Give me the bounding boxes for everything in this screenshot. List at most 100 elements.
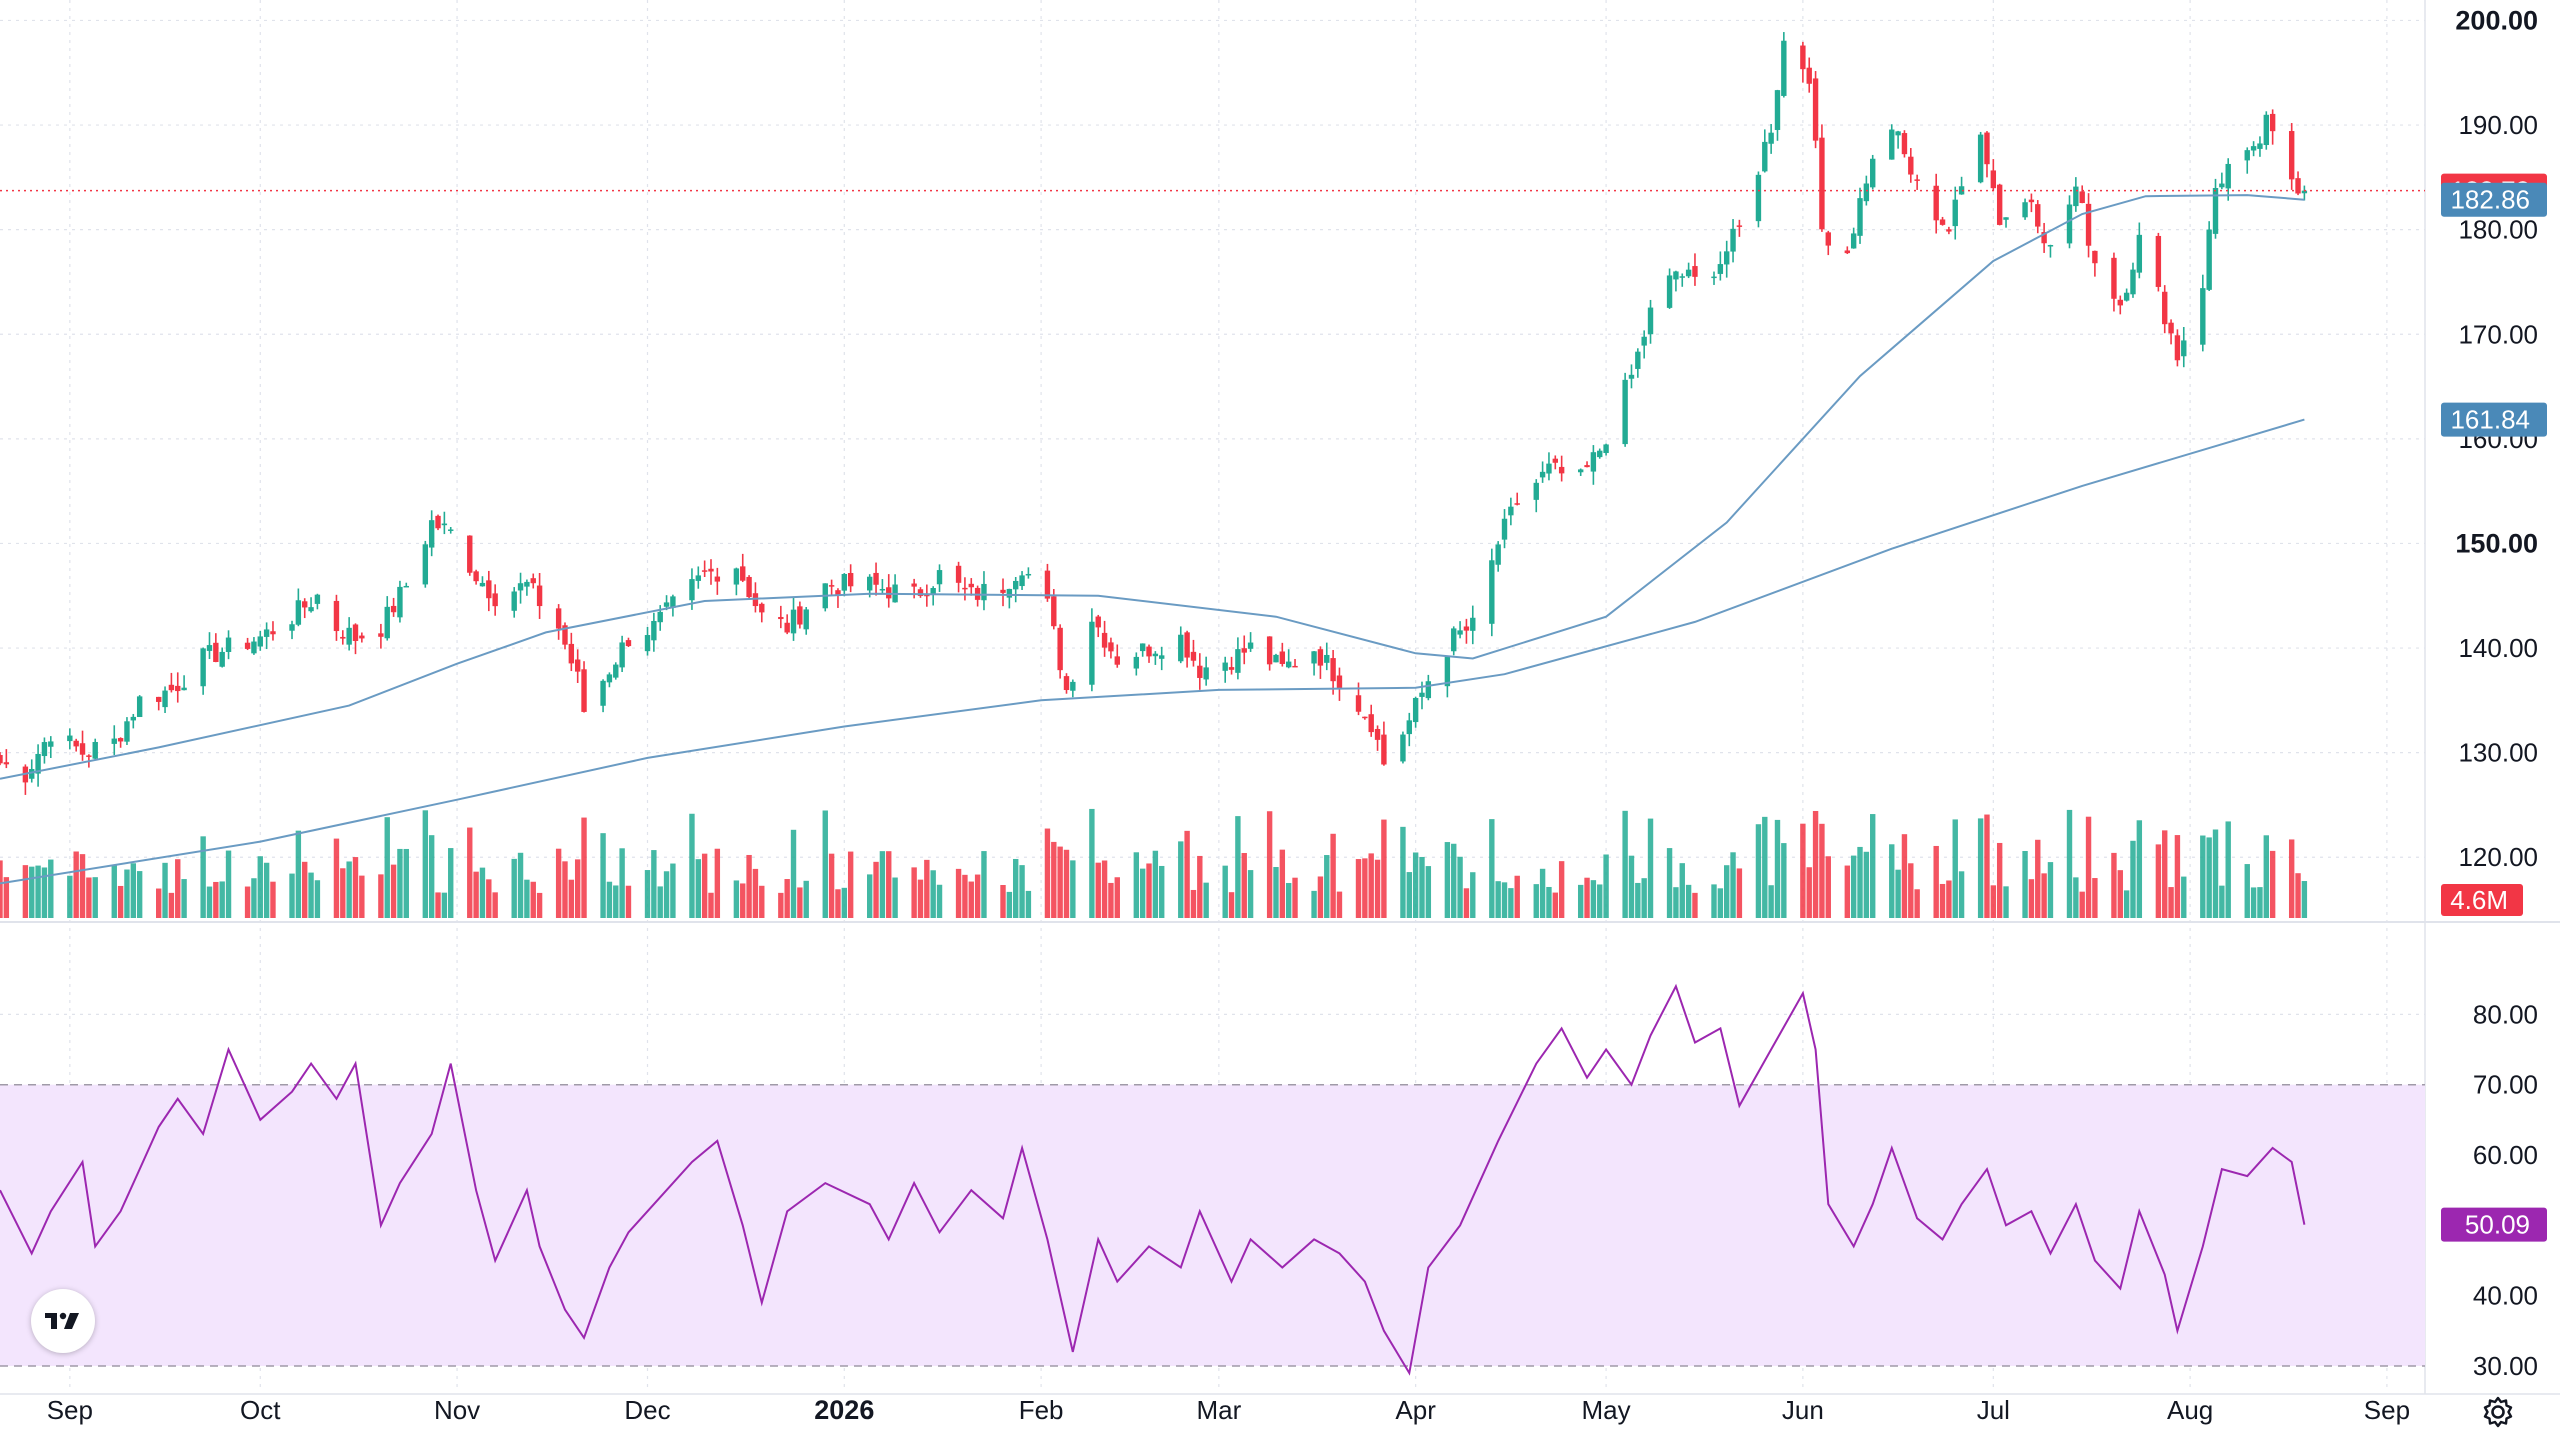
candle-body [2206,229,2212,290]
volume-bar [714,848,721,918]
rsi-tick-label: 40.00 [2473,1281,2538,1311]
volume-bar [1146,863,1152,918]
candle-body [873,572,879,585]
candle-body [1984,132,1990,165]
volume-bar [1412,852,1419,918]
candle-body [1800,45,1806,70]
candle-body [733,568,740,585]
candle-body [1952,199,1958,227]
candle-body [708,568,714,572]
candle-body [359,635,365,639]
volume-bar [835,889,841,918]
volume-bar [740,883,746,918]
candle-body [1844,250,1851,254]
volume-bar [1590,880,1597,918]
candle-body [479,582,486,587]
candle-body [701,570,708,572]
candle-body [1514,503,1520,505]
candle-body [263,629,270,637]
volume-bar [2301,881,2308,918]
candle-body [1419,692,1425,697]
rsi-series-line [0,983,2306,1376]
time-tick-label: Mar [1196,1395,1241,1425]
candle-body [1768,132,1774,144]
candle-body [936,570,943,585]
settings-gear-icon[interactable] [2478,1392,2518,1432]
candle-body [1908,156,1914,175]
volume-bar [574,859,581,918]
volume-bar [422,810,429,918]
candle-body [784,622,790,633]
candle-body [73,740,79,747]
moving-average-tag-2-text: 161.84 [2450,405,2530,435]
candle-body [289,624,295,631]
volume-bar [911,867,917,918]
volume-bar [1819,823,1825,918]
candle-body [1673,271,1679,280]
candle-body [333,600,340,632]
candle-body [1755,174,1762,222]
volume-bar [1552,892,1558,918]
volume-tag-bg [2441,884,2523,916]
candle-body [835,590,841,595]
volume-bar [2174,835,2181,918]
volume-bar [1197,855,1203,918]
candle-body [1285,661,1292,668]
volume-bar [2269,850,2276,918]
tradingview-logo-icon[interactable] [31,1289,95,1353]
volume-bar [1374,859,1381,918]
volume-bar [1996,842,2003,918]
candle-body [1241,648,1247,653]
volume-bar [111,865,117,918]
candle-body [955,565,962,583]
candle-body [2225,163,2231,189]
volume-bar [73,851,79,918]
volume-bar [1711,884,1717,918]
candle-body [486,580,492,599]
volume-bar [378,874,384,918]
volume-bar [1933,845,1939,918]
volume-bar [1203,882,1209,918]
candle-body [847,573,854,587]
volume-bar [1774,819,1781,918]
volume-bar [2092,878,2098,918]
candle-body [2035,204,2041,227]
price-tick-label: 180.00 [2458,215,2538,245]
volume-bar [1908,863,1914,918]
candle-body [1159,655,1165,659]
volume-bar [79,854,86,918]
volume-bar [1133,852,1140,918]
volume-bar [1006,891,1013,918]
volume-bar [2212,829,2219,918]
volume-bar [117,885,124,918]
settings-gear-glyph [2483,1396,2513,1428]
rsi-tick-label: 60.00 [2473,1140,2538,1170]
volume-bar [1285,883,1292,918]
volume-bar [1870,814,1876,918]
candle-body [2123,292,2130,301]
volume-bar [486,879,492,918]
candle-body [2244,150,2250,161]
volume-bar [1724,865,1730,918]
volume-bar [670,863,676,918]
candle-body [1019,575,1025,587]
candle-body [251,641,257,654]
volume-bar [302,861,308,918]
candle-body [428,520,435,548]
candle-body [1539,471,1546,478]
volume-bar [124,869,130,918]
candle-body [911,583,917,587]
volume-bar [828,853,835,918]
candle-body [1603,444,1609,454]
volume-bar [390,864,397,918]
candle-body [1495,544,1501,565]
candle-body [1711,276,1717,279]
volume-bar [708,892,714,918]
candle-body [1228,667,1235,670]
volume-bar [1025,890,1032,918]
candle-body [1470,617,1476,631]
volume-bar [314,880,321,918]
candle-body [162,690,168,708]
